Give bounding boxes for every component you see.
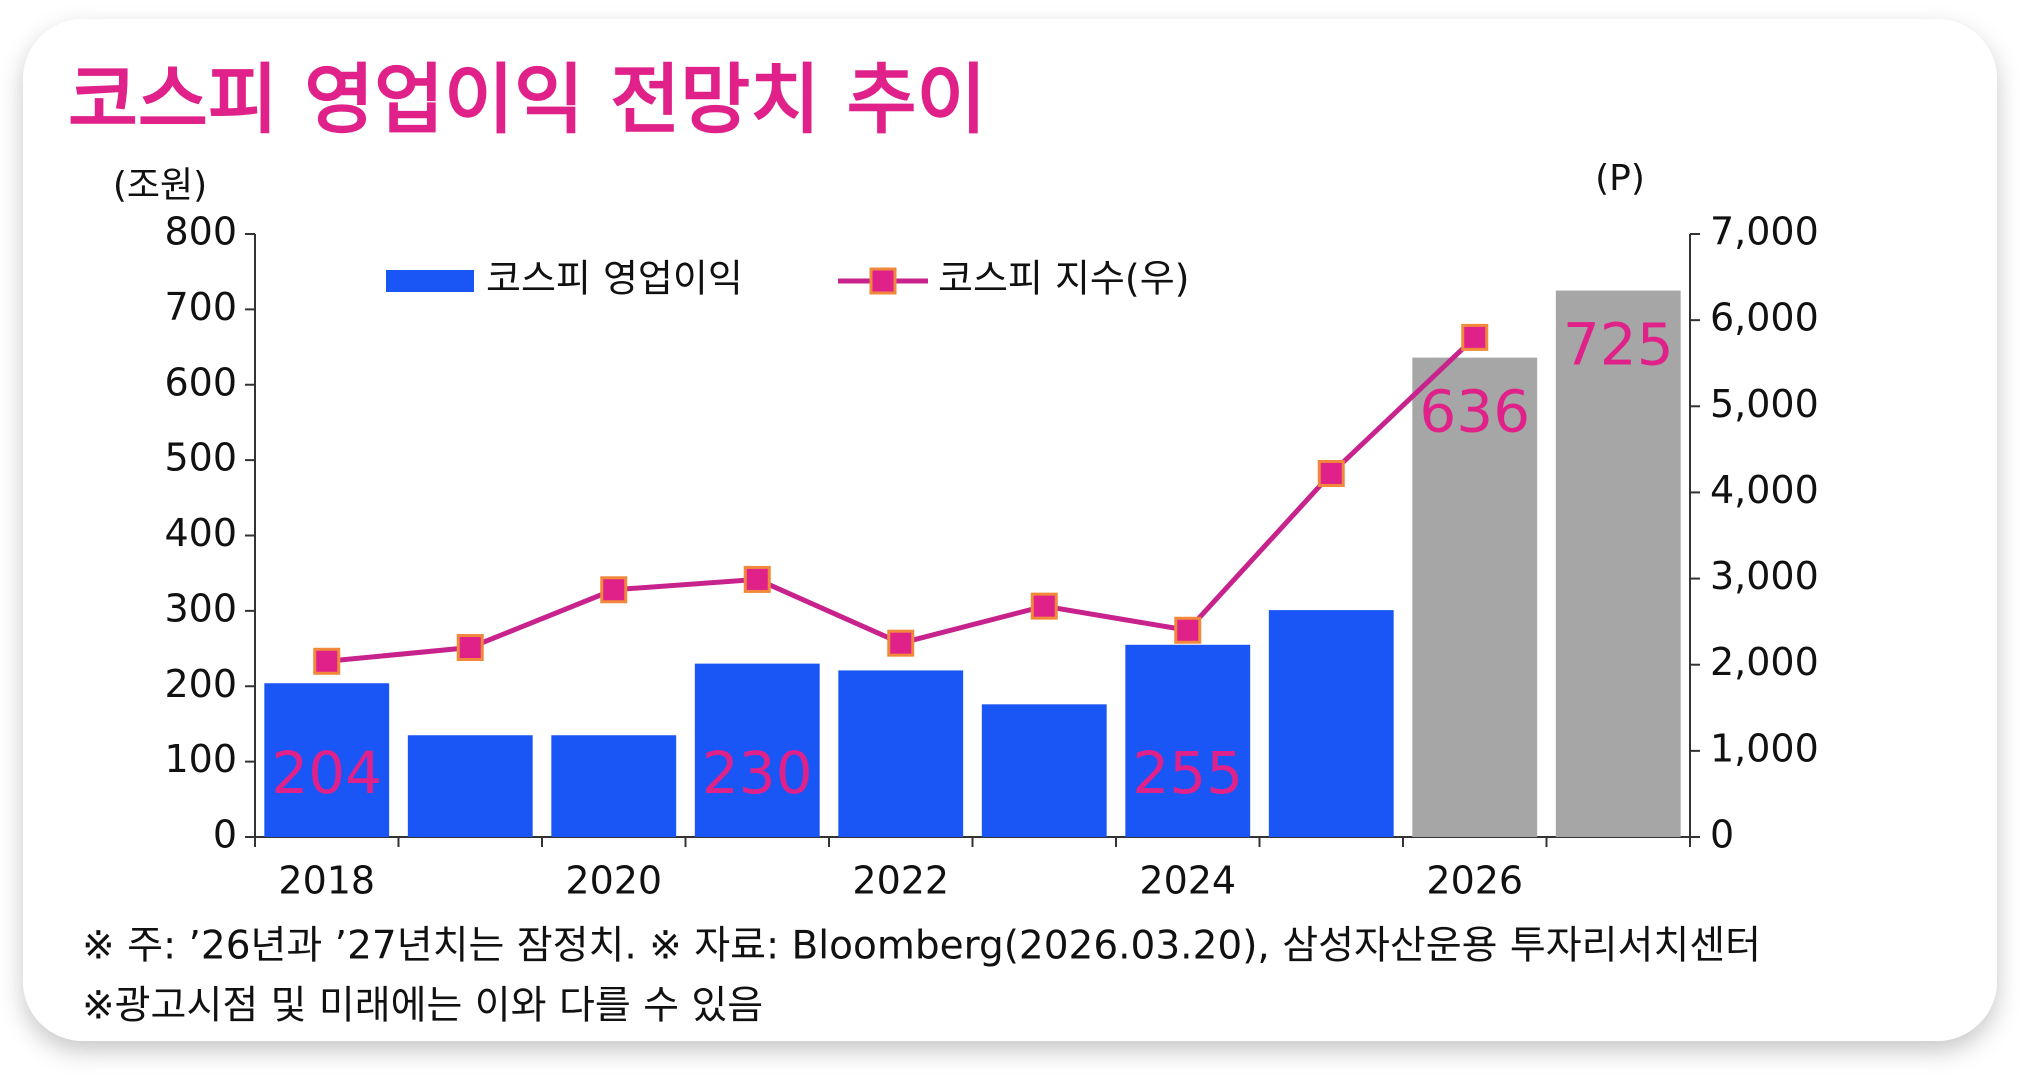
bar	[551, 735, 677, 837]
legend-label: 코스피 영업이익	[486, 257, 743, 301]
chart-title: 코스피 영업이익 전망치 추이	[68, 55, 986, 144]
bar	[1555, 290, 1681, 837]
marker	[887, 629, 915, 657]
y2-tick-label: 1,000	[1710, 726, 1819, 770]
bar	[981, 704, 1107, 837]
bar	[838, 670, 964, 837]
x-tick-label: 2020	[565, 859, 662, 903]
bar	[264, 683, 390, 837]
marker	[1030, 592, 1058, 620]
bar	[1412, 357, 1538, 837]
y2-tick-label: 6,000	[1710, 296, 1819, 340]
y2-unit: (P)	[1595, 158, 1645, 199]
y2-tick-label: 4,000	[1710, 468, 1819, 512]
data-label: 636	[1419, 378, 1530, 446]
legend-label: 코스피 지수(우)	[938, 257, 1190, 301]
marker	[1317, 459, 1345, 487]
legend-swatch	[386, 270, 474, 292]
y2-tick-label: 0	[1710, 813, 1734, 857]
marker	[1174, 616, 1202, 644]
y-tick-label: 800	[164, 210, 237, 254]
marker	[600, 576, 628, 604]
y-unit: (조원)	[113, 165, 207, 206]
y2-tick-label: 5,000	[1710, 382, 1819, 426]
bar	[407, 735, 533, 837]
marker	[313, 647, 341, 675]
y2-tick-label: 2,000	[1710, 640, 1819, 684]
y-tick-label: 700	[164, 285, 237, 329]
x-tick-label: 2026	[1426, 859, 1523, 903]
data-label: 204	[271, 739, 382, 807]
data-label: 725	[1563, 311, 1674, 379]
y-tick-label: 400	[164, 511, 237, 555]
marker	[456, 633, 484, 661]
note: ※광고시점 및 미래에는 이와 다를 수 있음	[82, 984, 763, 1029]
x-tick-label: 2024	[1139, 859, 1236, 903]
y-tick-label: 600	[164, 360, 237, 404]
x-tick-label: 2022	[852, 859, 949, 903]
marker	[743, 565, 771, 593]
note: ※ 주: ’26년과 ’27년치는 잠정치. ※ 자료: Bloomberg(2…	[82, 924, 1761, 969]
marker	[1461, 323, 1489, 351]
legend-swatch	[869, 267, 897, 295]
y2-tick-label: 3,000	[1710, 554, 1819, 598]
y-tick-label: 200	[164, 662, 237, 706]
y-tick-label: 0	[213, 813, 237, 857]
data-label: 230	[702, 739, 813, 807]
y-tick-label: 300	[164, 586, 237, 630]
data-label: 255	[1132, 739, 1243, 807]
y-tick-label: 100	[164, 737, 237, 781]
x-tick-label: 2018	[278, 859, 375, 903]
y2-tick-label: 7,000	[1710, 210, 1819, 254]
bar	[1125, 644, 1251, 837]
bar	[694, 663, 820, 837]
bar	[1268, 610, 1394, 837]
y-tick-label: 500	[164, 436, 237, 480]
